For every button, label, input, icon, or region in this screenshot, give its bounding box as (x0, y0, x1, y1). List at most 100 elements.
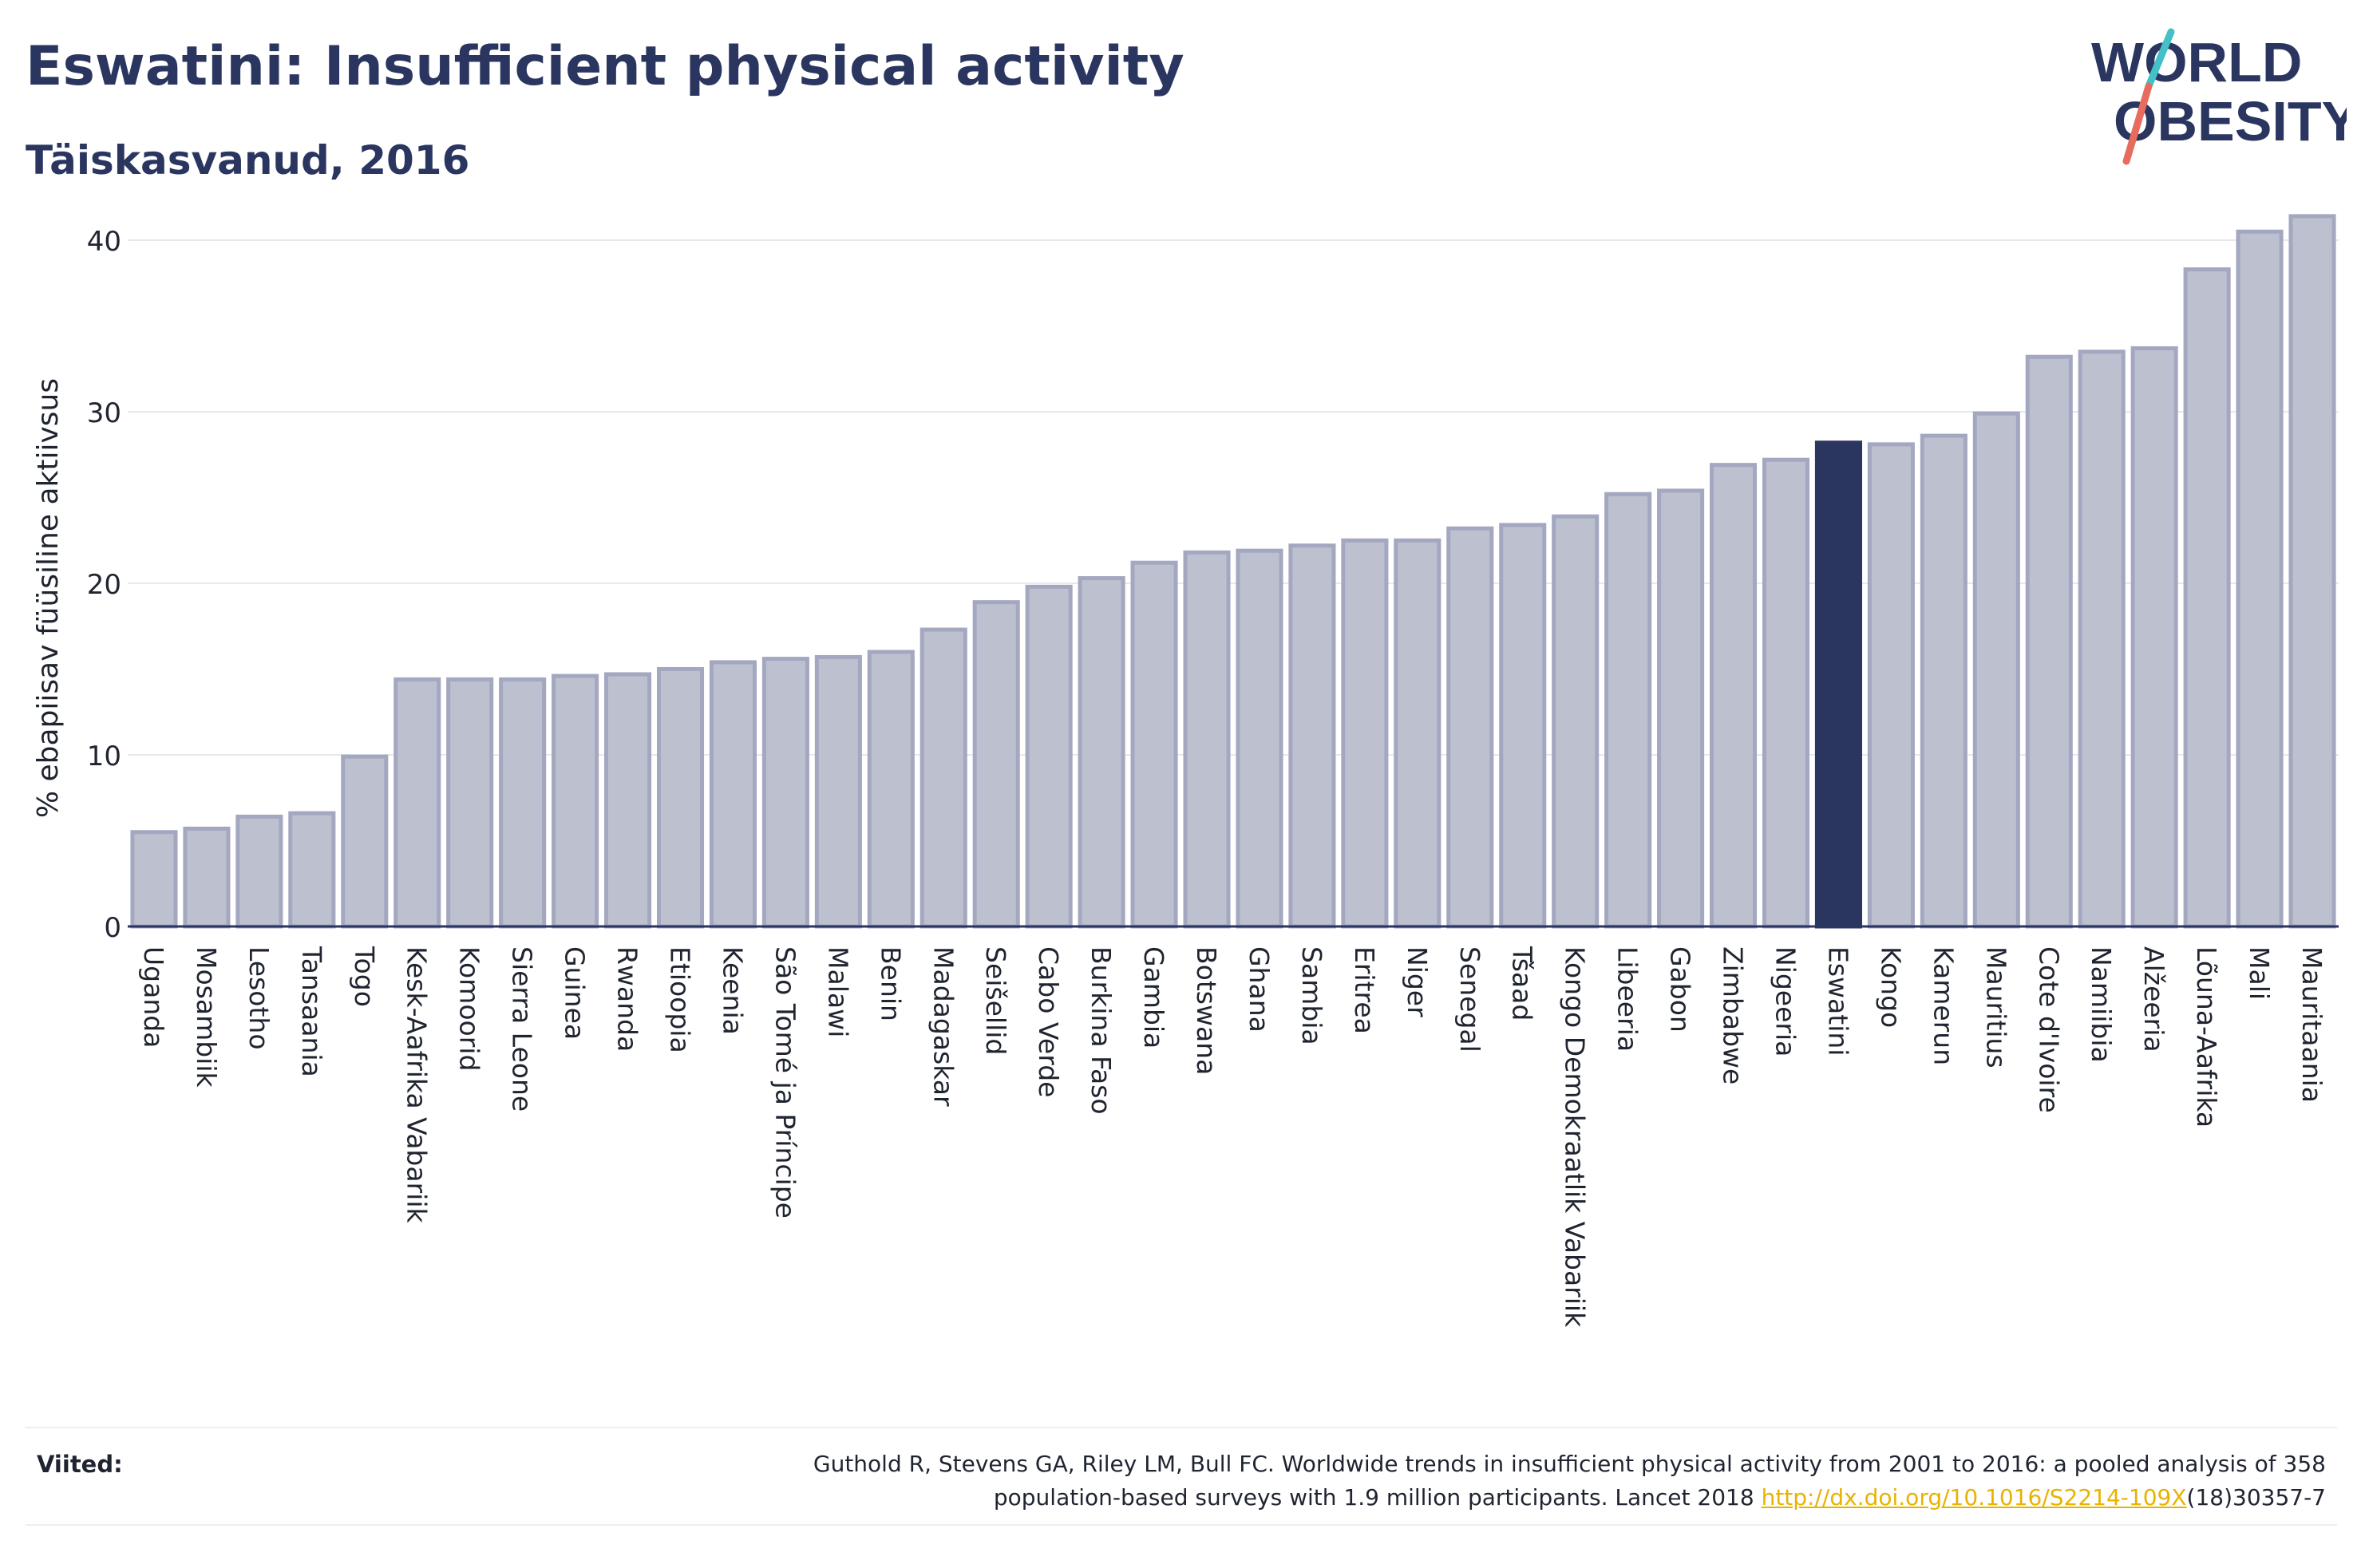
x-tick-label: Mauritaania (2296, 946, 2327, 1103)
x-tick-label: Cote d'Ivoire (2033, 946, 2064, 1113)
bar-mauritius (1972, 411, 2020, 929)
bar-botswana (1183, 550, 1231, 929)
x-axis-labels: Uganda Mosambiik Lesotho Tansaania Togo Kesk-… (138, 946, 2327, 1328)
x-tick-label: Ghana (1244, 946, 1275, 1033)
chart-subtitle: Täiskasvanud, 2016 (26, 137, 470, 184)
x-tick-label: Eritrea (1349, 946, 1380, 1034)
x-tick-label: Niger (1402, 946, 1433, 1017)
references-label: Viited: (37, 1451, 123, 1478)
bar-niger (1394, 538, 1442, 929)
logo-text-obesity: OBESITY (2114, 90, 2347, 152)
y-axis-label: % ebapiisav füüsiline aktiivsus (32, 378, 65, 818)
x-tick-label: Mali (2244, 946, 2275, 1000)
x-tick-label: Kamerun (1928, 946, 1959, 1065)
bar-kongo (1867, 442, 1915, 929)
bar-l-una-aafrika (2183, 267, 2231, 929)
bar-cote-d-ivoire (2025, 354, 2073, 929)
bar-zimbabwe (1710, 463, 1758, 929)
bar-etioopia (656, 667, 705, 929)
bar-kamerun (1920, 433, 1968, 929)
bar-malawi (814, 654, 862, 929)
bar-chart: 0 10 20 30 40 Uganda Mosambiik Lesotho Tansaani… (32, 214, 2339, 1328)
bar-mauritaania (2288, 214, 2336, 929)
bar-al-eeria (2130, 346, 2178, 929)
logo-text-world: WORLD (2091, 31, 2302, 93)
bar-burkina-faso (1078, 576, 1125, 929)
bar-lesotho (235, 814, 283, 929)
x-tick-label: Botswana (1191, 946, 1222, 1075)
x-tick-label: Komoorid (454, 946, 485, 1071)
x-tick-label: Gambia (1138, 946, 1169, 1049)
x-tick-label: Guinea (560, 946, 591, 1040)
bar-eswatini (1814, 440, 1862, 929)
reference-doi-link[interactable]: http://dx.doi.org/10.1016/S2214-109X (1761, 1484, 2187, 1511)
bar-madagaskar (919, 627, 967, 929)
x-tick-label: Uganda (138, 946, 169, 1048)
bar-komoorid (446, 677, 494, 929)
x-tick-label: Kesk-Aafrika Vabariik (401, 946, 433, 1223)
bar-kesk-aafrika-vabariik (394, 677, 441, 929)
bar-mosambiik (183, 826, 231, 929)
x-tick-label: São Tomé ja Príncipe (769, 946, 801, 1218)
bar-gambia (1130, 560, 1178, 929)
x-tick-label: Sambia (1296, 946, 1327, 1045)
x-tick-label: Seišellid (980, 946, 1011, 1055)
bar-togo (341, 754, 389, 929)
x-tick-label: Madagaskar (927, 946, 959, 1107)
references-text: Guthold R, Stevens GA, Riley LM, Bull FC… (490, 1448, 2326, 1515)
x-tick-label: Mosambiik (191, 946, 222, 1088)
x-tick-label: Tansaania (296, 946, 327, 1077)
bar-sierra-leone (499, 677, 547, 929)
bar-rwanda (604, 672, 652, 929)
bar-nigeeria (1762, 457, 1810, 929)
x-tick-label: Lesotho (243, 946, 275, 1050)
x-tick-label: Lõuna-Aafrika (2191, 946, 2222, 1128)
x-tick-label: Tšaad (1507, 946, 1538, 1021)
bar-tansaania (288, 811, 336, 929)
x-tick-label: Nigeeria (1770, 946, 1801, 1057)
footer-divider-top (26, 1427, 2337, 1428)
bar-cabo-verde (1025, 584, 1073, 929)
y-axis-ticks: 0 10 20 30 40 (87, 226, 121, 944)
bar-kongo-demokraatlik-vabariik (1552, 514, 1600, 929)
x-tick-label: Malawi (822, 946, 853, 1037)
y-tick-label: 40 (87, 226, 121, 258)
y-tick-label: 30 (87, 397, 121, 429)
bar-benin (867, 650, 915, 929)
bars (130, 214, 2336, 929)
x-tick-label: Eswatini (1822, 946, 1853, 1056)
bar-mali (2236, 229, 2284, 929)
x-tick-label: Rwanda (612, 946, 643, 1052)
y-tick-label: 0 (104, 912, 121, 944)
x-tick-label: Etioopia (665, 946, 696, 1053)
bar-t-aad (1499, 523, 1547, 929)
bar-senegal (1446, 526, 1494, 929)
x-tick-label: Kongo Demokraatlik Vabariik (1560, 946, 1591, 1328)
bar-s-o-tom-ja-pr-ncipe (761, 657, 809, 929)
x-tick-label: Senegal (1454, 946, 1485, 1053)
reference-line-2-suffix: (18)30357-7 (2186, 1484, 2326, 1511)
chart-title: Eswatini: Insufficient physical activity (26, 35, 1184, 98)
reference-line-1: Guthold R, Stevens GA, Riley LM, Bull FC… (813, 1451, 2326, 1477)
bar-sei-ellid (972, 600, 1020, 929)
world-obesity-logo: WORLD OBESITY (2091, 28, 2347, 165)
footer-divider-bottom (26, 1524, 2337, 1526)
reference-line-2: population-based surveys with 1.9 millio… (993, 1484, 1754, 1511)
bar-sambia (1288, 543, 1336, 929)
x-tick-label: Kongo (1875, 946, 1906, 1028)
x-tick-label: Cabo Verde (1033, 946, 1064, 1097)
x-tick-label: Libeeria (1612, 946, 1643, 1052)
bar-gabon (1657, 488, 1705, 929)
bar-keenia (709, 660, 757, 929)
gridlines (128, 239, 2339, 756)
bar-ghana (1236, 548, 1283, 929)
bar-uganda (130, 830, 178, 929)
x-tick-label: Mauritius (1980, 946, 2011, 1068)
x-tick-label: Burkina Faso (1086, 946, 1117, 1115)
y-tick-label: 10 (87, 741, 121, 772)
x-tick-label: Zimbabwe (1718, 946, 1749, 1084)
bar-namiibia (2078, 350, 2126, 929)
x-tick-label: Namiibia (2086, 946, 2117, 1063)
x-tick-label: Gabon (1665, 946, 1696, 1033)
bar-libeeria (1604, 492, 1652, 929)
